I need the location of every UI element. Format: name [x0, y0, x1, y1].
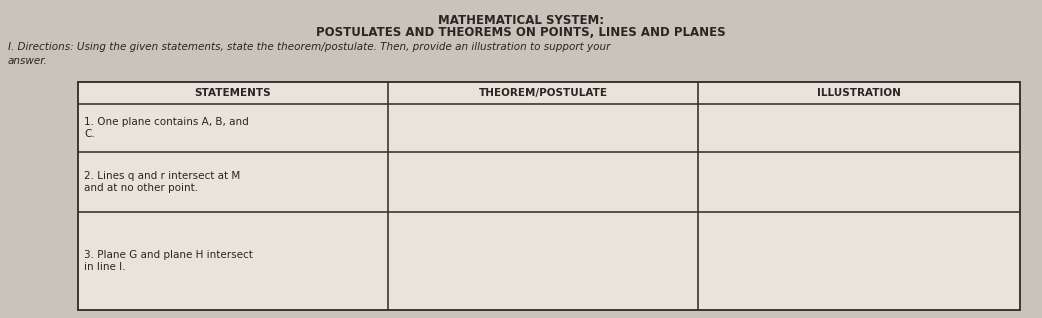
Text: POSTULATES AND THEOREMS ON POINTS, LINES AND PLANES: POSTULATES AND THEOREMS ON POINTS, LINES… — [316, 26, 726, 39]
Text: 1. One plane contains A, B, and
C.: 1. One plane contains A, B, and C. — [84, 117, 249, 139]
Text: I. Directions: Using the given statements, state the theorem/postulate. Then, pr: I. Directions: Using the given statement… — [8, 42, 611, 52]
Bar — [78, 82, 1020, 310]
Text: MATHEMATICAL SYSTEM:: MATHEMATICAL SYSTEM: — [438, 14, 604, 27]
Text: ILLUSTRATION: ILLUSTRATION — [817, 88, 901, 98]
Text: answer.: answer. — [8, 56, 48, 66]
Text: 3. Plane G and plane H intersect
in line l.: 3. Plane G and plane H intersect in line… — [84, 250, 253, 272]
Text: STATEMENTS: STATEMENTS — [195, 88, 271, 98]
Text: THEOREM/POSTULATE: THEOREM/POSTULATE — [478, 88, 607, 98]
Text: 2. Lines q and r intersect at M
and at no other point.: 2. Lines q and r intersect at M and at n… — [84, 171, 241, 193]
